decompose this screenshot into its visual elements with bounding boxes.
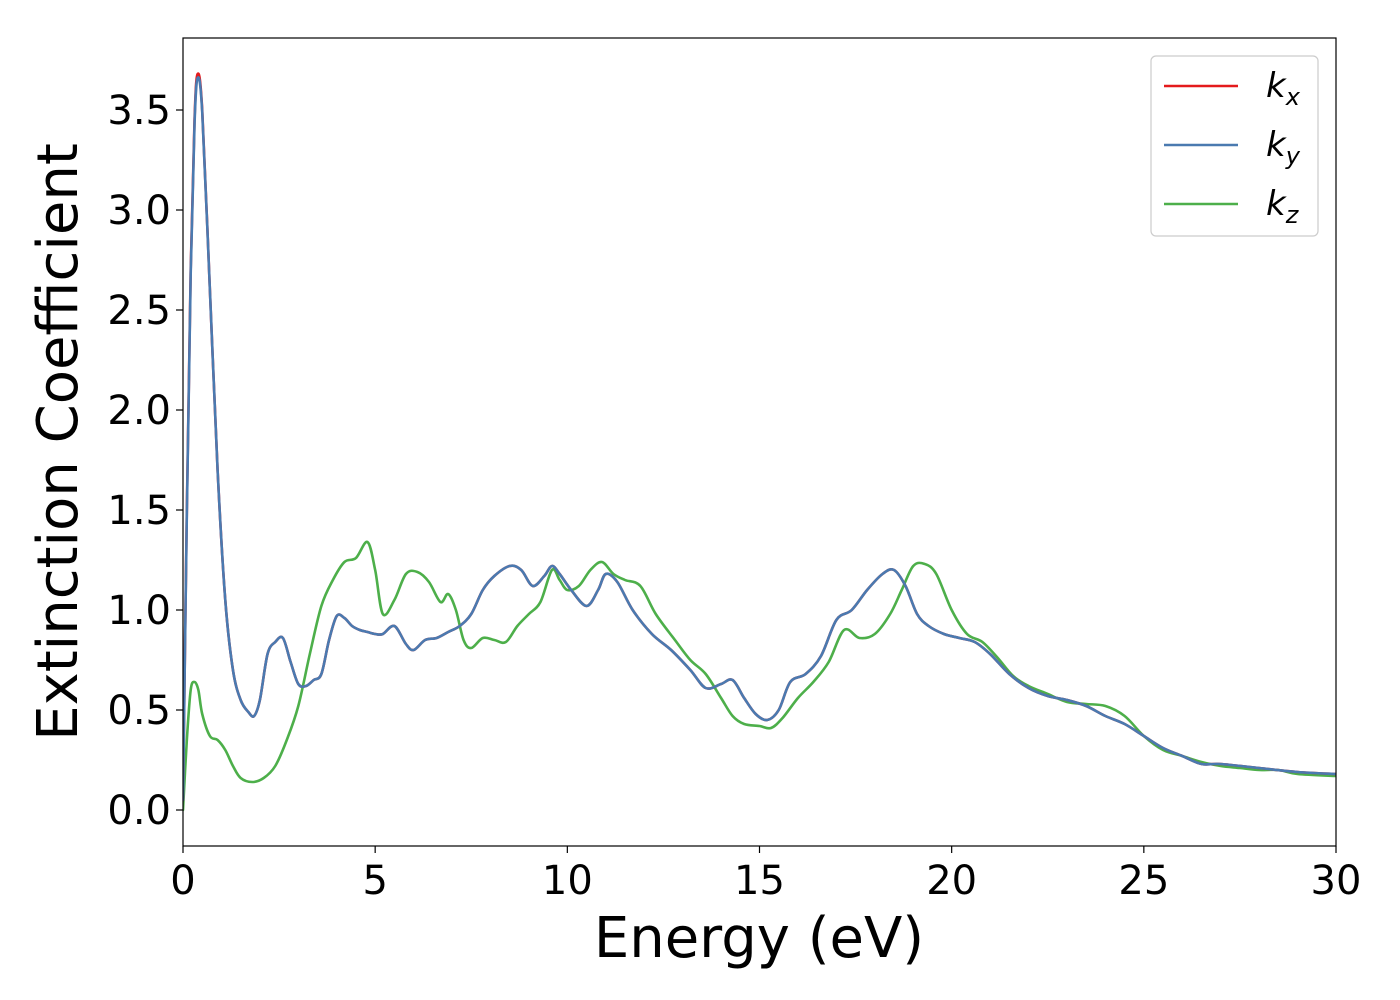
y-tick-label: 2.0 (107, 388, 171, 434)
x-axis-label: Energy (eV) (594, 906, 924, 971)
x-tick-label: 5 (362, 858, 387, 904)
x-tick-label: 15 (734, 858, 785, 904)
y-tick-label: 1.5 (107, 488, 171, 534)
legend-label-base: k (1266, 125, 1287, 165)
legend-label-subscript: y (1285, 142, 1301, 170)
legend-label-base: k (1266, 184, 1287, 224)
x-tick-label: 30 (1311, 858, 1362, 904)
legend-label-subscript: z (1285, 201, 1300, 229)
series-line-z (183, 540, 1336, 812)
legend-label-z: kz (1266, 184, 1300, 229)
legend-label-y: ky (1266, 125, 1301, 170)
legend-label-x: kx (1266, 66, 1301, 111)
x-tick-label: 20 (926, 858, 977, 904)
x-tick-label: 0 (170, 858, 195, 904)
y-tick-label: 0.5 (107, 688, 171, 734)
y-tick-label: 3.5 (107, 88, 171, 134)
y-tick-label: 2.5 (107, 288, 171, 334)
y-tick-label: 3.0 (107, 188, 171, 234)
legend-label-subscript: x (1285, 83, 1301, 111)
y-axis: 0.0 0.5 1.0 1.5 2.0 2.5 3.0 3.5 (107, 88, 183, 834)
series-layer (183, 72, 1336, 812)
x-tick-label: 25 (1118, 858, 1169, 904)
x-tick-label: 10 (542, 858, 593, 904)
y-tick-label: 0.0 (107, 788, 171, 834)
series-line-y (183, 76, 1336, 802)
x-axis: 0 5 10 15 20 25 30 (170, 846, 1361, 904)
y-axis-label: Extinction Coefficient (26, 143, 91, 741)
legend-label-base: k (1266, 66, 1287, 106)
y-tick-label: 1.0 (107, 588, 171, 634)
